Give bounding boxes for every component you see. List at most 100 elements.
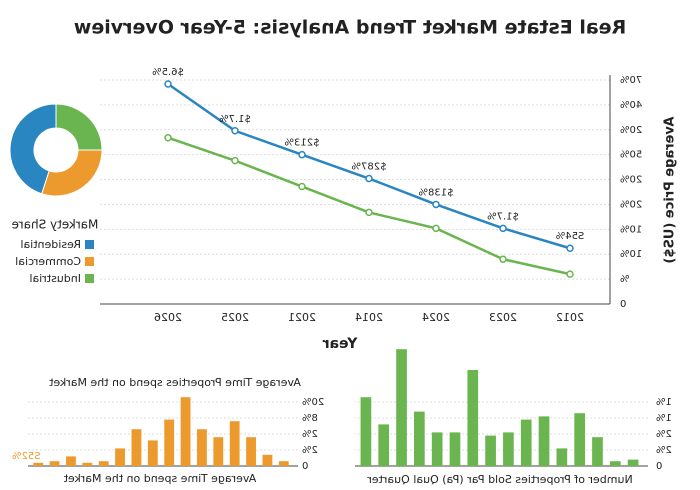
bar: [131, 429, 142, 466]
point: [499, 224, 507, 233]
x-tick-label: 2026: [154, 311, 182, 324]
y-tick-label: 20%: [620, 125, 642, 136]
y-tick-label: 20%: [620, 175, 642, 186]
y-tick-label: 20%: [302, 397, 324, 408]
bar: [180, 397, 191, 466]
x-axis-label: Average Time spend on the Market: [63, 472, 256, 485]
y-tick-label: 1%: [656, 413, 672, 424]
point: [164, 133, 172, 142]
bar: [467, 370, 479, 466]
point: [499, 255, 507, 263]
point: [365, 208, 373, 217]
legend-swatch: [85, 257, 94, 266]
bar: [164, 419, 175, 466]
y-tick-label: 20%: [620, 199, 642, 210]
bar: [98, 461, 109, 466]
point: [298, 182, 306, 191]
bar: [414, 411, 425, 466]
bar: [449, 432, 461, 466]
bar: [503, 432, 514, 466]
bar: [262, 454, 273, 466]
y-tick-label: 2%: [656, 429, 672, 440]
bar: [485, 435, 496, 466]
bar: [609, 461, 621, 466]
bar: [278, 461, 289, 466]
annotation: $213%: [285, 138, 320, 149]
legend-label: Residential: [20, 238, 81, 251]
bar: [360, 397, 372, 466]
bar: [66, 456, 76, 466]
y-tick-label: 1%: [656, 397, 672, 408]
legend-label: Commercial: [15, 255, 81, 268]
bar: [431, 432, 443, 466]
x-axis-label: Year: [323, 336, 359, 352]
y-tick-label: %: [620, 274, 630, 285]
chart-title: Real Estate Market Trend Analysis: 5-Yea…: [74, 17, 626, 39]
point: [298, 150, 306, 159]
y-tick-label: 10%: [620, 249, 642, 260]
bar: [627, 459, 639, 466]
y-tick-label: 70%: [620, 75, 642, 86]
annotation: S52%: [12, 451, 41, 462]
y-tick-label: 2%: [656, 445, 672, 456]
y-tick-label: 2%: [302, 429, 318, 440]
point: [231, 127, 239, 135]
y-tick-label: 40%: [620, 100, 642, 111]
bar: [49, 461, 60, 466]
y-tick-label: 0: [656, 461, 662, 472]
y-tick-label: 10%: [620, 224, 642, 235]
y-axis-label: Average Price (US$): [663, 116, 678, 263]
legend-label: Industrial: [29, 272, 81, 285]
bar: [592, 437, 603, 466]
y-tick-label: 8%: [302, 413, 318, 424]
bar: [520, 419, 532, 466]
bar: [556, 448, 568, 466]
pie-slice: [41, 149, 103, 197]
y-tick-label: 50%: [620, 150, 642, 161]
bar: [213, 437, 224, 466]
bar: [33, 462, 44, 466]
x-tick-label: 2014: [355, 311, 383, 324]
legend-swatch: [85, 274, 94, 283]
point: [365, 174, 373, 183]
x-tick-label: 2012: [556, 311, 584, 324]
line-series: [167, 136, 571, 276]
pie-slice: [9, 103, 57, 195]
annotation: $1.7%: [219, 114, 251, 125]
point: [231, 156, 239, 165]
annotation: $138%: [419, 187, 454, 198]
y-tick-label: 0: [302, 461, 308, 472]
bar: [378, 424, 390, 466]
bar: [396, 349, 407, 466]
legend-swatch: [85, 240, 94, 249]
point: [164, 80, 172, 88]
bar: [574, 413, 585, 466]
bar: [229, 421, 240, 466]
bar: [115, 448, 125, 466]
bar: [147, 440, 158, 466]
annotation: $1.7%: [487, 211, 519, 222]
x-tick-label: 2025: [221, 311, 249, 324]
bar: [197, 429, 207, 466]
pie-slice: [55, 103, 103, 151]
x-tick-label: 2021: [288, 311, 316, 324]
chart-title: Average Time Properties spend on the Mar…: [48, 376, 300, 389]
annotation: $287%: [352, 162, 387, 173]
point: [566, 270, 574, 278]
point: [432, 224, 440, 233]
x-axis-label: Number of Properties Sold Par (Pa) Qual …: [367, 473, 633, 486]
annotation: $6.5%: [152, 67, 184, 78]
bar: [82, 462, 93, 466]
y-tick-label: 0: [620, 299, 626, 310]
x-tick-label: 2024: [422, 311, 450, 324]
point: [432, 200, 440, 209]
point: [566, 244, 574, 252]
legend-title: Markety Share: [12, 218, 99, 232]
bar: [246, 437, 256, 466]
bar: [538, 416, 550, 466]
y-tick-label: 2%: [302, 445, 318, 456]
annotation: S54%: [556, 231, 585, 242]
x-tick-label: 2023: [489, 311, 517, 324]
